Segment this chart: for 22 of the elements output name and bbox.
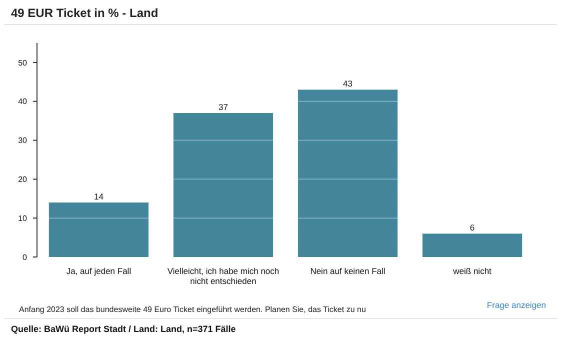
y-tick-label: 40 bbox=[18, 97, 28, 106]
y-tick-label: 10 bbox=[18, 214, 28, 223]
data-label: 43 bbox=[343, 78, 353, 89]
y-tick-label: 50 bbox=[18, 58, 28, 68]
y-tick-label: 30 bbox=[18, 136, 28, 146]
text: Anfang 2023 soll das bundesweite 49 Euro Ticket eingeführt werden. Planen Sie, das Ticket zu nu bbox=[19, 305, 366, 314]
x-tick-label: weiß nicht bbox=[452, 266, 492, 276]
bar bbox=[422, 234, 522, 257]
data-label: 6 bbox=[470, 222, 475, 233]
bar bbox=[298, 90, 398, 257]
data-label: 37 bbox=[218, 102, 228, 112]
bar bbox=[173, 113, 274, 257]
x-tick-label: Ja, auf jeden Fall bbox=[66, 266, 132, 276]
chart-title: 49 EUR Ticket in % - Land bbox=[11, 6, 158, 20]
y-tick-label: 20 bbox=[18, 174, 28, 184]
y-tick-label: 0 bbox=[22, 252, 28, 262]
x-tick-label: Vielleicht, ich habe mich noch nicht entschieden bbox=[167, 266, 280, 286]
text: Frage anzeigen bbox=[486, 300, 546, 310]
bar bbox=[48, 202, 149, 257]
x-tick-label: Nein auf keinen Fall bbox=[310, 266, 386, 276]
source-note: Quelle: BaWü Report Stadt / Land: Land, n=371 Fälle bbox=[11, 324, 236, 334]
data-label: 14 bbox=[94, 192, 104, 202]
